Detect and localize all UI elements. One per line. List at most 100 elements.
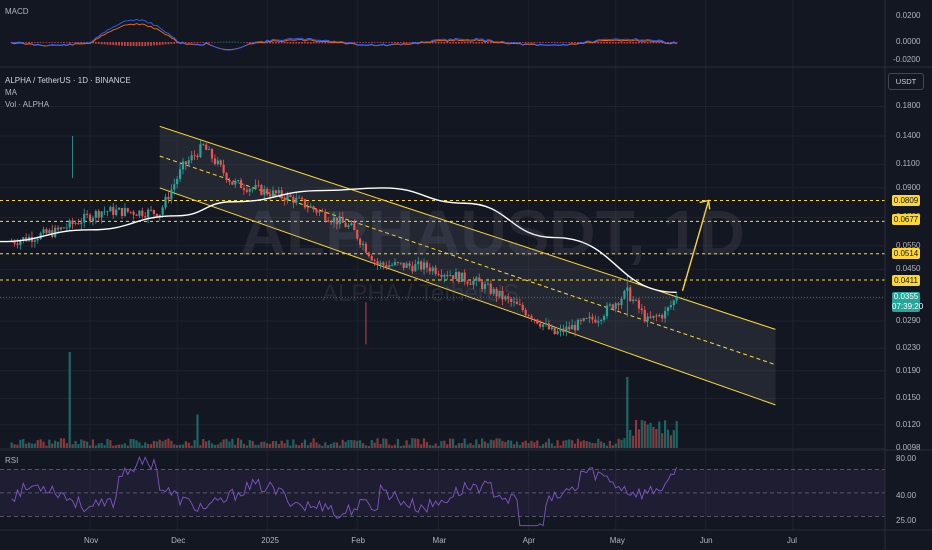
volume-bar (614, 443, 617, 448)
horizontal-levels[interactable] (0, 199, 885, 298)
candle-body (341, 217, 344, 223)
volume-bar (605, 445, 609, 448)
candle-body (643, 310, 646, 322)
candle (103, 206, 106, 216)
candle (135, 213, 138, 216)
volume-bar (86, 441, 89, 448)
volume-bar (498, 438, 501, 448)
candle-body (457, 272, 460, 283)
rsi-pane[interactable] (0, 455, 885, 527)
last-price-badge[interactable]: 0.0355 07:39:20 (892, 292, 923, 312)
volume-bar (390, 445, 394, 448)
volume-bar (634, 420, 638, 448)
volume-bar (68, 352, 71, 448)
macd-histogram-bar (478, 42, 481, 44)
macd-histogram-bar (60, 42, 62, 43)
volume-bar (239, 439, 243, 448)
candle-body (347, 225, 350, 228)
candle-body (492, 288, 495, 294)
parallel-channel[interactable] (159, 125, 776, 406)
macd-pane[interactable] (10, 18, 678, 51)
macd-histogram-bar (568, 42, 571, 43)
candle (71, 217, 74, 229)
candle-body (542, 324, 545, 327)
candle-body (608, 304, 612, 306)
macd-histogram-bar (158, 42, 161, 46)
macd-histogram-bar (211, 42, 213, 43)
volume-bar (451, 438, 455, 448)
macd-histogram-bar (460, 42, 463, 44)
candle (463, 269, 466, 286)
ma-indicator-label[interactable]: MA (5, 88, 17, 97)
candle-body (144, 216, 147, 218)
candle (643, 305, 646, 323)
candle-body (120, 207, 124, 216)
rsi-label[interactable]: RSI (5, 456, 19, 465)
volume-bar (25, 443, 28, 448)
projection-arrow[interactable] (681, 199, 711, 291)
volume-bar (559, 445, 562, 448)
volume-bar (268, 443, 272, 448)
volume-bar (300, 442, 304, 448)
candle-body (367, 252, 370, 256)
currency-button[interactable]: USDT (888, 73, 924, 90)
level-badge-0677[interactable]: 0.0677 (892, 214, 920, 225)
candle-body (573, 324, 577, 331)
volume-bar (248, 439, 251, 448)
volume-pane (10, 352, 678, 448)
candle (620, 296, 623, 310)
volume-indicator-label[interactable]: Vol · ALPHA (5, 100, 50, 109)
candle (344, 219, 347, 228)
macd-histogram-bar (382, 42, 385, 43)
volume-bar (295, 444, 298, 448)
volume-bar (149, 443, 153, 448)
level-badge-0411[interactable]: 0.0411 (892, 275, 920, 286)
candle-body (138, 210, 141, 216)
candle (367, 251, 370, 258)
macd-label[interactable]: MACD (5, 7, 29, 16)
candle-body (141, 210, 144, 217)
volume-bar (65, 443, 68, 448)
volume-bar (190, 445, 193, 448)
candle (422, 258, 426, 275)
volume-bar (611, 445, 614, 448)
volume-bar (457, 443, 460, 448)
time-tick: May (609, 536, 625, 545)
volume-bar (431, 445, 434, 448)
candle-body (379, 262, 382, 265)
candle-body (147, 209, 150, 218)
candle (568, 321, 571, 334)
volume-bar (123, 443, 126, 448)
volume-bar (396, 438, 399, 448)
candle-body (234, 181, 237, 185)
candle-body (666, 307, 670, 311)
volume-bar (576, 438, 580, 448)
time-tick: Dec (171, 536, 186, 545)
candle (512, 296, 516, 307)
volume-bar (478, 444, 481, 448)
candle-body (605, 305, 609, 317)
candle-body (62, 227, 65, 229)
volume-bar (222, 439, 225, 448)
candle (59, 226, 63, 231)
candle-body (155, 213, 158, 217)
candle (632, 296, 635, 304)
level-badge-0809[interactable]: 0.0809 (892, 195, 920, 206)
volume-bar (167, 438, 170, 448)
symbol-title[interactable]: ALPHA / TetherUS · 1D · BINANCE (5, 76, 131, 85)
volume-bar (594, 443, 597, 448)
macd-histogram-bar (187, 42, 190, 43)
level-badge-0514[interactable]: 0.0514 (892, 248, 920, 259)
candle-body (161, 207, 164, 215)
macd-histogram-bar (298, 42, 301, 44)
candle (54, 224, 57, 239)
macd-histogram-bar (385, 42, 388, 43)
volume-bar (129, 438, 132, 448)
volume-bar (486, 443, 490, 448)
candle (126, 207, 129, 214)
volume-bar (510, 440, 513, 448)
macd-histogram-bar (629, 42, 632, 44)
candle-body (431, 267, 434, 272)
